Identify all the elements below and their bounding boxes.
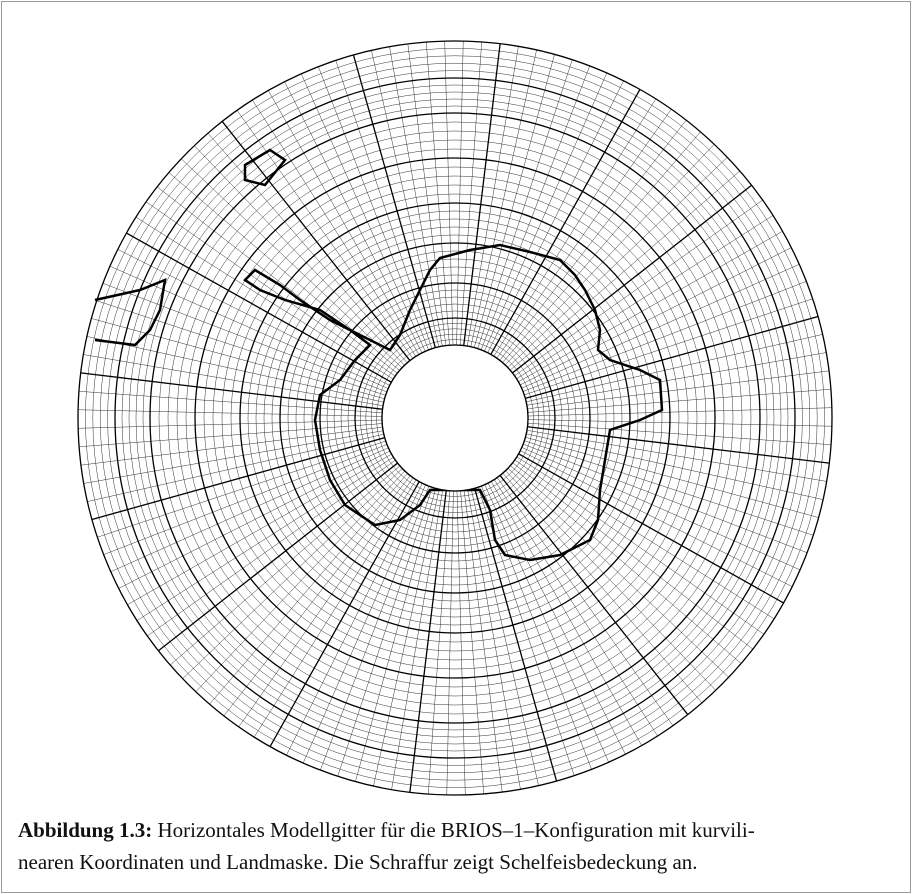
thin-radial	[447, 491, 454, 795]
thin-radial	[503, 132, 701, 363]
inner-hole	[382, 345, 528, 491]
thin-radial	[510, 171, 740, 370]
thin-radial	[484, 73, 606, 351]
page: Abbildung 1.3: Horizontales Modellgitter…	[0, 0, 912, 894]
caption-line: Abbildung 1.3: Horizontales Modellgitter…	[18, 818, 755, 843]
thin-radial	[183, 468, 403, 678]
thin-radial	[497, 109, 671, 358]
thin-radial	[508, 157, 728, 367]
grid-figure	[0, 0, 912, 894]
thin-radial	[522, 264, 800, 388]
thin-radial	[428, 491, 450, 794]
caption-line: nearen Koordinaten und Landmaske. Die Sc…	[18, 850, 698, 875]
thin-radial	[79, 391, 382, 413]
thin-radial	[485, 485, 609, 763]
thin-radial	[510, 466, 741, 664]
thin-radial	[392, 490, 443, 790]
thin-radial	[457, 41, 464, 345]
thin-radial	[528, 423, 831, 445]
caption-text: nearen Koordinaten und Landmaske. Die Sc…	[18, 850, 698, 874]
thin-radial	[474, 54, 554, 347]
thin-radial	[194, 146, 404, 366]
thin-radial	[303, 485, 425, 763]
thin-radial	[527, 430, 827, 481]
thin-radial	[503, 473, 702, 703]
thin-radial	[528, 420, 832, 427]
thin-radial	[520, 248, 791, 385]
thin-radial	[208, 133, 407, 363]
thin-radial	[210, 473, 408, 704]
caption-text: Horizontales Modellgitter für die BRIOS–…	[157, 818, 754, 842]
thin-radial	[111, 448, 389, 572]
caption-label: Abbildung 1.3:	[18, 818, 152, 842]
thin-radial	[515, 460, 764, 634]
thin-radial	[460, 42, 482, 345]
land-mask-island	[95, 280, 165, 345]
thin-radial	[239, 478, 413, 727]
thin-radial	[467, 46, 518, 346]
thin-radial	[119, 451, 390, 588]
thin-radial	[488, 483, 625, 754]
thin-radial	[285, 82, 422, 353]
thin-radial	[505, 471, 715, 691]
thin-radial	[146, 202, 395, 376]
thin-radial	[78, 410, 382, 417]
thin-radial	[522, 447, 800, 569]
thin-radial	[525, 437, 818, 517]
thin-radial	[91, 318, 384, 398]
thin-radial	[355, 488, 435, 781]
thin-radial	[170, 466, 400, 665]
